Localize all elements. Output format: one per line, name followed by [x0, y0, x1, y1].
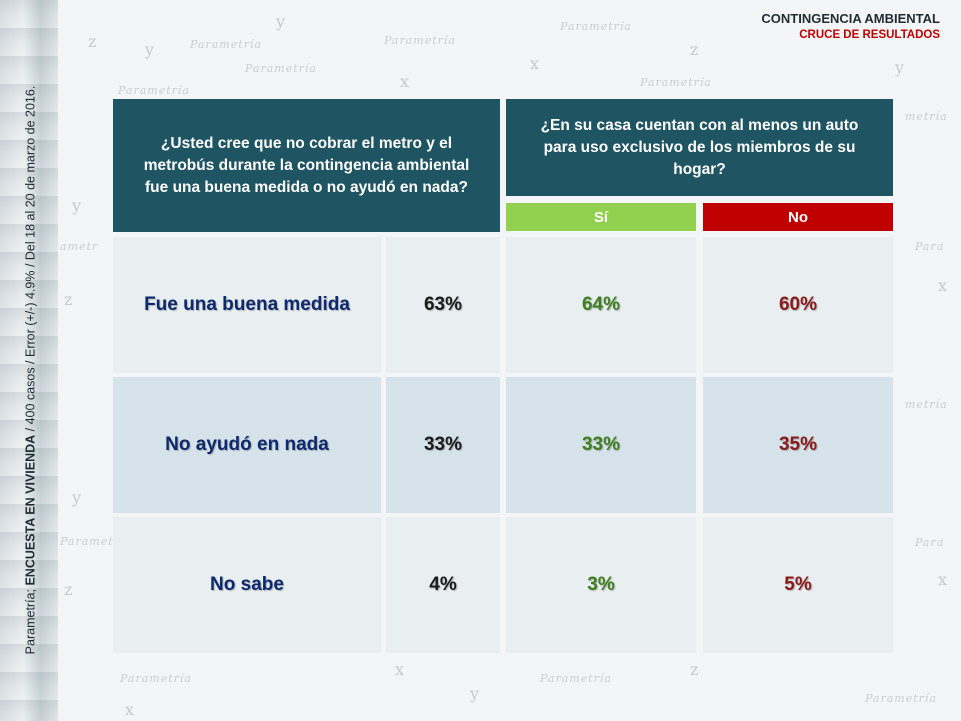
question-right-header: ¿En su casa cuentan con al menos un auto…	[506, 99, 893, 196]
column-header-si: Sí	[506, 203, 696, 231]
si-value: 3%	[506, 517, 696, 653]
question-left-header: ¿Usted cree que no cobrar el metro y el …	[113, 99, 500, 232]
si-value: 33%	[506, 377, 696, 513]
question-left-text: ¿Usted cree que no cobrar el metro y el …	[143, 134, 470, 196]
row-label: No ayudó en nada	[113, 377, 381, 513]
slide-title: CONTINGENCIA AMBIENTAL	[761, 11, 940, 26]
total-value: 63%	[386, 237, 500, 373]
total-value: 33%	[386, 377, 500, 513]
no-value: 35%	[703, 377, 893, 513]
total-value: 4%	[386, 517, 500, 653]
methodology-details: / 400 casos / Error (+/-) 4.9% / Del 18 …	[23, 85, 38, 435]
si-value: 64%	[506, 237, 696, 373]
column-header-no: No	[703, 203, 893, 231]
question-right-text: ¿En su casa cuentan con al menos un auto…	[540, 116, 859, 178]
methodology-survey-type: ENCUESTA EN VIVIENDA	[23, 434, 38, 586]
survey-methodology-note: Parametría; ENCUESTA EN VIVIENDA / 400 c…	[20, 40, 40, 700]
row-label: No sabe	[113, 517, 381, 653]
slide-subtitle: CRUCE DE RESULTADOS	[799, 29, 940, 41]
no-value: 5%	[703, 517, 893, 653]
left-decorative-strip	[0, 0, 58, 721]
row-label: Fue una buena medida	[113, 237, 381, 373]
no-value: 60%	[703, 237, 893, 373]
methodology-prefix: Parametría;	[23, 585, 38, 655]
